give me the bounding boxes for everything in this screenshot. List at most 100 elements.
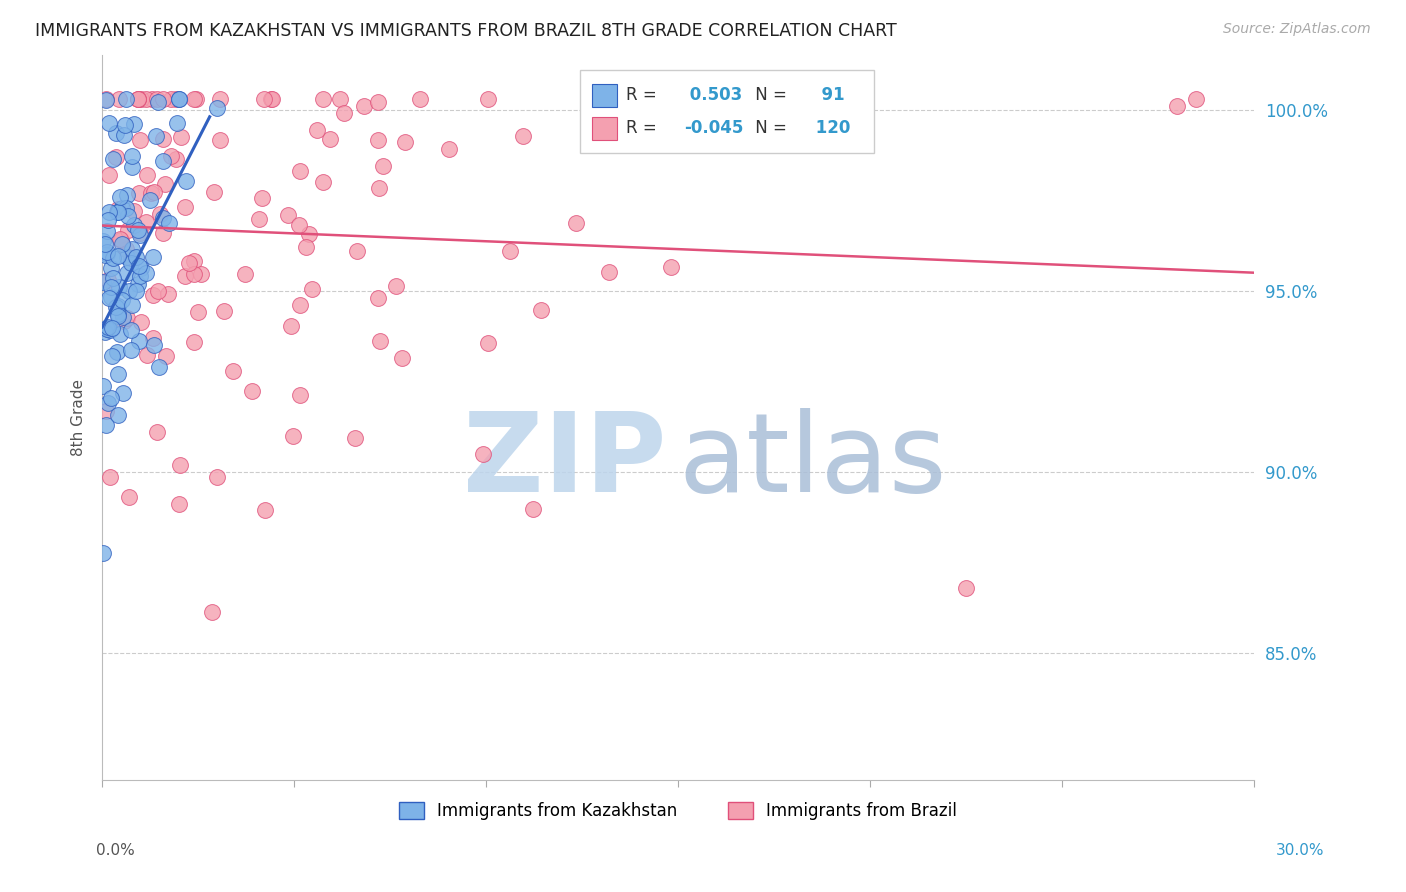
Point xyxy=(522,502,544,516)
Point xyxy=(100,323,122,337)
Point xyxy=(94,236,117,251)
Point xyxy=(169,458,191,473)
Legend: Immigrants from Kazakhstan, Immigrants from Brazil: Immigrants from Kazakhstan, Immigrants f… xyxy=(392,795,963,826)
Point xyxy=(288,218,311,232)
Point xyxy=(367,133,389,147)
Point xyxy=(165,152,187,166)
Point xyxy=(120,251,142,265)
Point xyxy=(343,432,366,446)
Point xyxy=(96,247,118,261)
Point xyxy=(233,267,256,281)
Point xyxy=(149,207,172,221)
Point xyxy=(142,288,165,302)
Point xyxy=(128,186,150,200)
Point xyxy=(94,418,117,433)
Point xyxy=(94,92,117,106)
Point xyxy=(115,92,138,106)
Point xyxy=(136,348,159,362)
Point xyxy=(955,581,977,595)
Text: N =: N = xyxy=(751,86,793,104)
Point xyxy=(498,244,520,259)
Point xyxy=(105,300,128,314)
Point xyxy=(170,130,193,145)
Point xyxy=(153,177,176,191)
Point xyxy=(205,470,228,484)
Point xyxy=(152,226,174,240)
Point xyxy=(107,202,129,216)
Text: 91: 91 xyxy=(810,86,845,104)
Point xyxy=(659,260,682,274)
Point xyxy=(242,384,264,399)
Point xyxy=(312,175,335,189)
Point xyxy=(97,204,120,219)
Point xyxy=(290,298,312,312)
Text: IMMIGRANTS FROM KAZAKHSTAN VS IMMIGRANTS FROM BRAZIL 8TH GRADE CORRELATION CHART: IMMIGRANTS FROM KAZAKHSTAN VS IMMIGRANTS… xyxy=(35,22,897,40)
Text: -0.045: -0.045 xyxy=(683,119,742,136)
Point xyxy=(391,351,413,365)
Text: atlas: atlas xyxy=(678,408,946,515)
Point xyxy=(98,469,121,483)
Point xyxy=(100,290,122,304)
Point xyxy=(128,226,150,240)
Point xyxy=(97,320,120,334)
Point xyxy=(112,385,135,400)
Point xyxy=(110,233,132,247)
Point xyxy=(373,159,395,173)
Point xyxy=(93,378,115,392)
Point xyxy=(152,211,174,225)
Point xyxy=(129,315,152,329)
Point xyxy=(120,256,142,270)
Point xyxy=(512,129,534,144)
Point xyxy=(108,189,131,203)
Point xyxy=(129,269,152,284)
Point xyxy=(117,310,139,325)
Point xyxy=(110,201,132,215)
Point xyxy=(96,245,118,260)
Point xyxy=(1185,92,1208,106)
Point xyxy=(207,102,229,116)
Point xyxy=(91,546,114,560)
Point xyxy=(288,164,311,178)
Point xyxy=(146,425,169,440)
Point xyxy=(167,497,190,511)
Point xyxy=(385,278,408,293)
Point xyxy=(98,116,121,130)
Point xyxy=(129,227,152,242)
Point xyxy=(107,299,129,313)
Text: R =: R = xyxy=(626,119,662,136)
Point xyxy=(108,280,131,294)
Point xyxy=(253,503,276,517)
Point xyxy=(100,280,122,294)
Point xyxy=(160,92,183,106)
Point xyxy=(530,303,553,318)
Point xyxy=(183,335,205,350)
Point xyxy=(125,250,148,264)
Point xyxy=(131,261,153,276)
Point xyxy=(121,149,143,163)
Point xyxy=(114,243,136,257)
Point xyxy=(221,363,243,377)
Point xyxy=(107,367,129,381)
Point xyxy=(190,267,212,281)
Point xyxy=(202,186,225,200)
Point xyxy=(290,387,312,401)
Point xyxy=(115,250,138,264)
Point xyxy=(105,205,128,219)
Point xyxy=(120,343,142,358)
Point xyxy=(104,150,127,164)
Point xyxy=(598,265,620,279)
Point xyxy=(250,191,273,205)
Point xyxy=(167,92,190,106)
Point xyxy=(122,218,145,232)
FancyBboxPatch shape xyxy=(581,70,873,153)
Point xyxy=(114,118,136,132)
Point xyxy=(91,234,114,248)
Point xyxy=(112,128,135,142)
Point xyxy=(127,277,149,292)
Point xyxy=(208,133,231,147)
Point xyxy=(121,242,143,256)
Text: R =: R = xyxy=(626,86,662,104)
Point xyxy=(253,92,276,106)
FancyBboxPatch shape xyxy=(592,117,617,140)
Text: ZIP: ZIP xyxy=(463,408,666,515)
